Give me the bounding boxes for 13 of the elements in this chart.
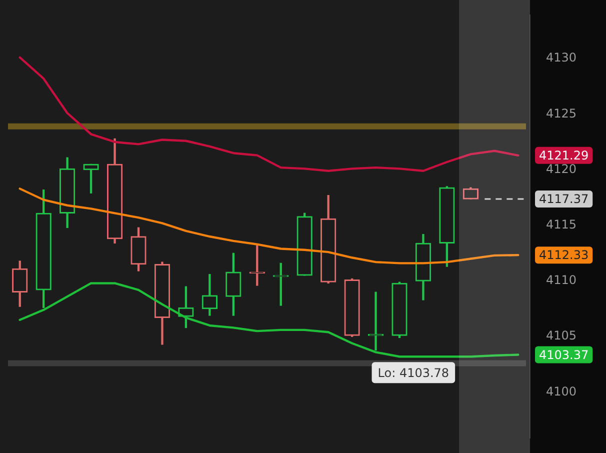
data-label: 4103.37 — [539, 348, 589, 362]
data-label: 4112.33 — [539, 248, 589, 262]
data-label: 4121.29 — [539, 148, 589, 163]
y-tick-label: 4110 — [546, 273, 577, 288]
y-tick-label: 4100 — [546, 384, 577, 398]
ref-line-label: 4117.37 — [539, 192, 589, 206]
candlestick — [368, 292, 384, 350]
y-tick-label: 4130 — [546, 50, 577, 65]
y-tick-label: 4105 — [546, 328, 577, 343]
annotation: Lo: 4103.78 — [378, 366, 450, 380]
y-tick-label: 4120 — [546, 162, 577, 176]
y-tick-label: 4115 — [546, 218, 577, 232]
y-tick-label: 4125 — [546, 106, 577, 120]
